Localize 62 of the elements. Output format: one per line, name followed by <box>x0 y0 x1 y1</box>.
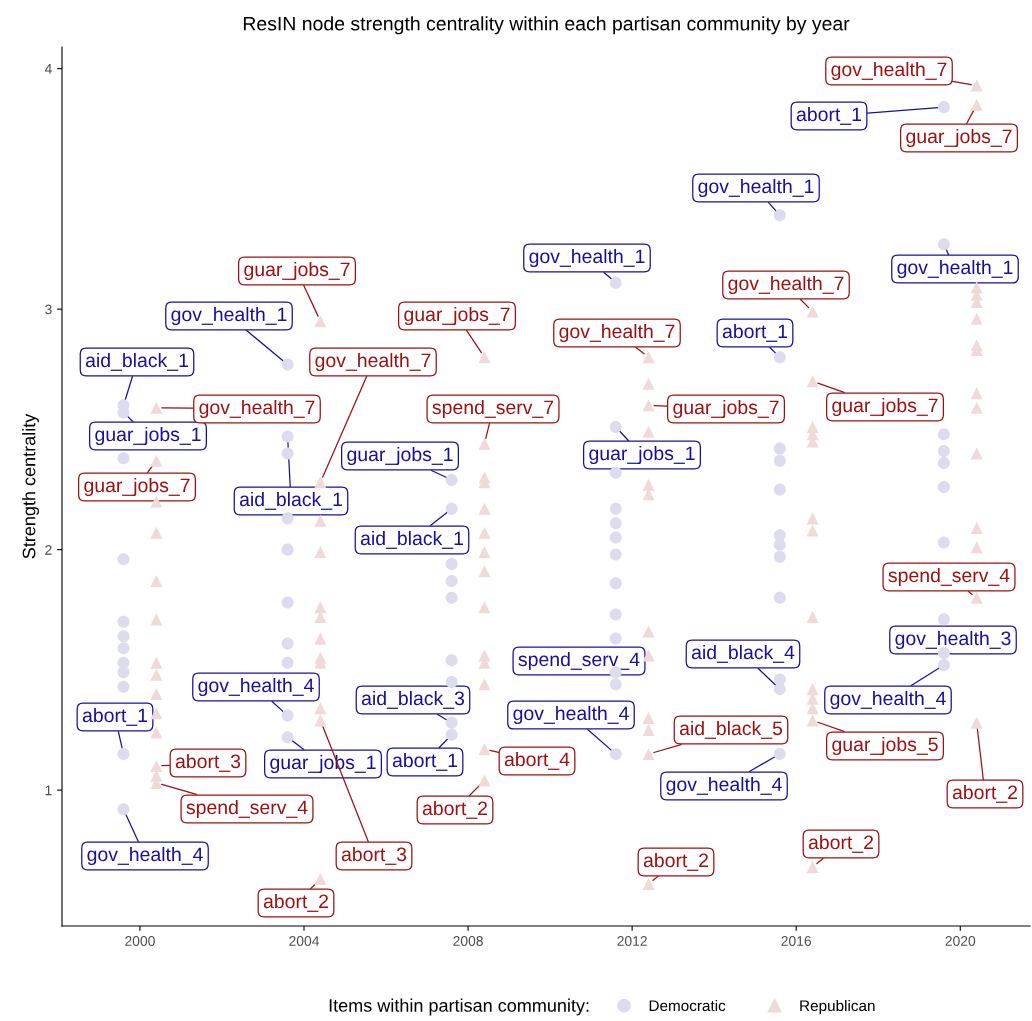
annotation: guar_jobs_5 <box>832 736 938 756</box>
annotation: guar_jobs_7 <box>244 261 350 281</box>
annotation: gov_health_7 <box>559 323 675 343</box>
chart-title: ResIN node strength centrality within each partisan community by year <box>243 16 850 35</box>
annotation: gov_health_7 <box>315 352 431 372</box>
annotation: gov_health_3 <box>895 630 1011 650</box>
annotation: aid_black_4 <box>691 644 795 663</box>
annotation: gov_health_7 <box>199 399 315 419</box>
annotation: abort_1 <box>722 323 788 342</box>
y-axis-title: Strength centrality <box>22 413 39 559</box>
annotation: guar_jobs_1 <box>95 426 201 446</box>
annotation: gov_health_7 <box>831 61 947 81</box>
legend-label: Republican <box>800 999 875 1015</box>
annotation: spend_serv_4 <box>518 651 640 671</box>
annotation: abort_1 <box>82 707 148 726</box>
annotation: guar_jobs_1 <box>347 446 453 466</box>
annotation: abort_2 <box>952 784 1017 803</box>
annotation: abort_2 <box>808 834 873 853</box>
x-tick-label: 2016 <box>781 936 812 946</box>
y-tick-label: 1 <box>45 785 52 796</box>
annotation: spend_serv_7 <box>432 399 554 419</box>
x-tick-label: 2012 <box>617 936 647 946</box>
legend-title: Items within partisan community: <box>329 998 589 1016</box>
annotation: guar_jobs_7 <box>673 399 779 419</box>
y-tick-label: 3 <box>45 304 52 315</box>
x-tick-label: 2020 <box>945 936 976 946</box>
y-tick-label: 4 <box>44 64 52 74</box>
legend-label: Democratic <box>649 999 726 1012</box>
annotation: gov_health_4 <box>87 846 203 866</box>
annotation: aid_black_5 <box>679 720 783 739</box>
annotation: abort_2 <box>422 800 487 819</box>
annotation: gov_health_1 <box>897 259 1013 279</box>
annotation: abort_3 <box>175 753 241 772</box>
annotation: guar_jobs_7 <box>906 128 1012 148</box>
annotation: gov_health_4 <box>513 705 629 725</box>
x-tick-label: 2004 <box>289 936 320 946</box>
annotation: abort_2 <box>643 852 708 871</box>
annotation: gov_health_7 <box>728 275 844 295</box>
x-tick-label: 2000 <box>125 936 155 946</box>
annotation: gov_health_1 <box>171 306 287 326</box>
annotation: abort_2 <box>263 893 328 912</box>
annotation: guar_jobs_7 <box>404 306 510 326</box>
y-tick-label: 2 <box>45 544 52 555</box>
annotation: guar_jobs_1 <box>589 445 695 465</box>
annotation: abort_1 <box>392 752 458 771</box>
annotation: guar_jobs_7 <box>84 477 190 497</box>
annotation: gov_health_4 <box>198 677 314 697</box>
annotation: aid_black_1 <box>239 491 342 510</box>
annotation: aid_black_3 <box>361 690 465 709</box>
annotation: gov_health_4 <box>830 690 946 710</box>
annotation: abort_4 <box>504 751 570 770</box>
annotation: gov_health_1 <box>698 178 814 198</box>
annotation: gov_health_4 <box>666 776 782 796</box>
annotation: abort_1 <box>796 106 862 125</box>
x-tick-label: 2008 <box>453 936 483 946</box>
annotation: spend_serv_4 <box>186 799 308 819</box>
annotation: spend_serv_4 <box>888 567 1010 587</box>
annotation: abort_3 <box>341 846 407 865</box>
annotation: gov_health_1 <box>529 248 645 268</box>
annotation: aid_black_1 <box>85 352 188 371</box>
annotation: guar_jobs_7 <box>832 397 938 417</box>
annotation: aid_black_1 <box>360 530 463 549</box>
